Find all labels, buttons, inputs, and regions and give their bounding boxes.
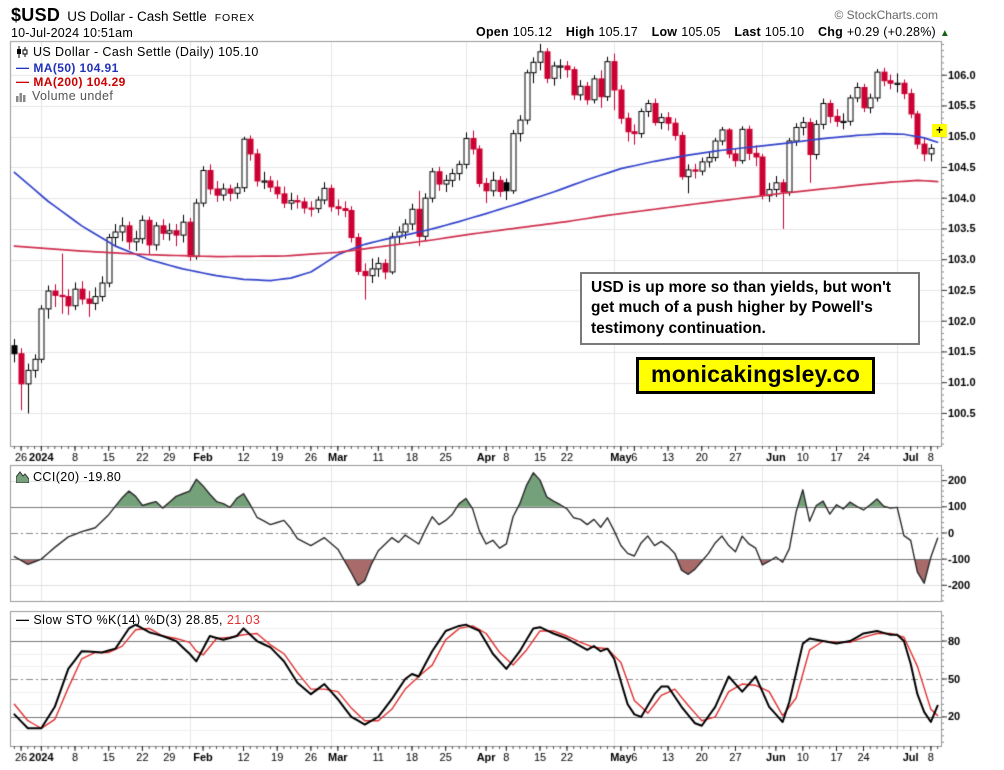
- chg-value: +0.29 (+0.28%): [846, 25, 936, 39]
- watermark-box: monicakingsley.co: [636, 357, 876, 394]
- area-chart-icon: [16, 471, 29, 483]
- legend-cci-label: CCI(20) -19.80: [33, 470, 122, 484]
- change-up-icon: ▲: [939, 28, 950, 39]
- low-label: Low: [651, 25, 678, 39]
- last-value: 105.10: [764, 25, 805, 39]
- legend-ma200-label: MA(200) 104.29: [33, 75, 126, 89]
- legend-cci: CCI(20) -19.80: [16, 470, 121, 484]
- open-label: Open: [476, 25, 509, 39]
- volume-bars-icon: [16, 92, 26, 102]
- high-label: High: [565, 25, 595, 39]
- open-value: 105.12: [512, 25, 553, 39]
- instrument-name: US Dollar - Cash Settle: [67, 9, 207, 24]
- datetime-label: 10-Jul-2024 10:51am: [11, 26, 133, 40]
- legend-ma200: — MA(200) 104.29: [16, 74, 126, 90]
- legend-price-label: US Dollar - Cash Settle (Daily) 105.10: [33, 45, 259, 59]
- quote-bar: Open 105.12 High 105.17 Low 105.05 Last 105.…: [476, 25, 950, 39]
- legend-sto: — Slow STO %K(14) %D(3) 28.85, 21.03: [16, 612, 261, 628]
- legend-sto-d-value: 21.03: [226, 613, 261, 627]
- legend-volume: Volume undef: [16, 89, 113, 103]
- last-label: Last: [734, 25, 761, 39]
- legend-volume-label: Volume undef: [32, 89, 114, 103]
- symbol-label: $USD: [11, 5, 61, 25]
- low-value: 105.05: [681, 25, 721, 39]
- ma200-line-icon: —: [16, 74, 30, 89]
- high-value: 105.17: [598, 25, 638, 39]
- legend-sto-label: Slow STO %K(14) %D(3) 28.85,: [33, 613, 223, 627]
- sto-line-icon: —: [16, 612, 30, 627]
- legend-ma50: — MA(50) 104.91: [16, 60, 119, 76]
- candlestick-icon: [17, 46, 28, 58]
- chart-header: $USD US Dollar - Cash Settle FOREX: [11, 5, 255, 26]
- legend-price: US Dollar - Cash Settle (Daily) 105.10: [16, 45, 259, 59]
- ma50-line-icon: —: [16, 60, 30, 75]
- legend-ma50-label: MA(50) 104.91: [33, 61, 119, 75]
- chg-label: Chg: [818, 25, 843, 39]
- copyright-label: © StockCharts.com: [834, 8, 938, 22]
- annotation-box: USD is up more so than yields, but won't…: [580, 272, 920, 346]
- last-price-marker: +: [932, 124, 947, 137]
- exchange-label: FOREX: [214, 12, 255, 24]
